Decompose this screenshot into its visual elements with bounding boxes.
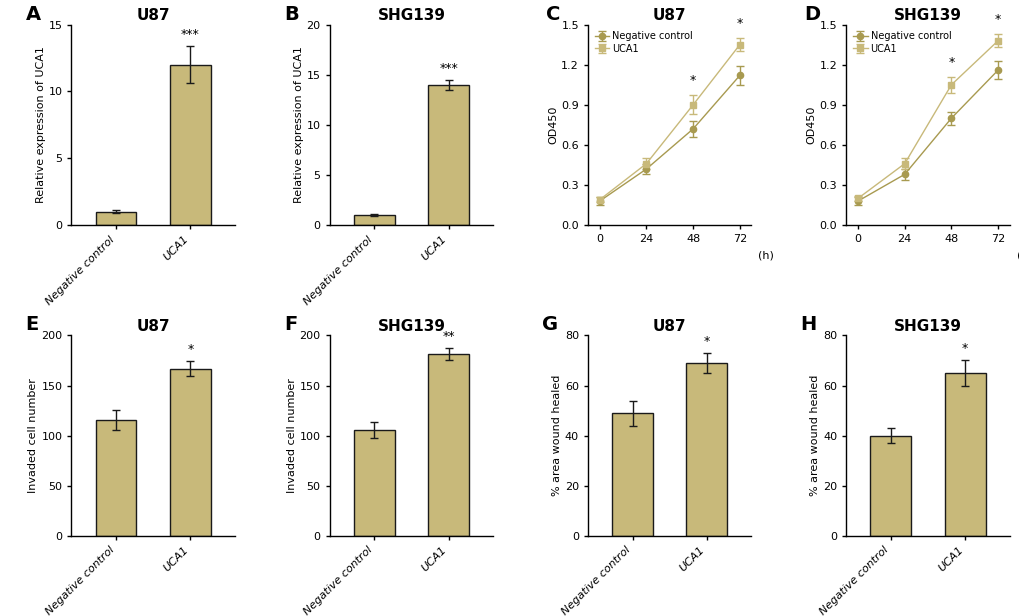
Text: F: F: [283, 315, 297, 334]
Text: (h): (h): [1016, 250, 1019, 260]
Text: **: **: [442, 330, 454, 344]
Bar: [170, 65, 211, 225]
Title: U87: U87: [137, 9, 170, 23]
Text: (h): (h): [758, 250, 773, 260]
Text: D: D: [803, 4, 819, 23]
Text: ***: ***: [180, 28, 200, 41]
Bar: [170, 368, 211, 536]
Legend: Negative control, UCA1: Negative control, UCA1: [592, 30, 694, 56]
Y-axis label: OD450: OD450: [806, 106, 816, 144]
Text: E: E: [25, 315, 39, 334]
Title: U87: U87: [652, 319, 686, 334]
Y-axis label: % area wound healed: % area wound healed: [551, 375, 561, 496]
Text: *: *: [736, 17, 742, 30]
Y-axis label: Invaded cell number: Invaded cell number: [29, 378, 39, 493]
Title: SHG139: SHG139: [894, 9, 961, 23]
Bar: [354, 215, 394, 225]
Text: *: *: [703, 335, 709, 348]
Bar: [96, 419, 137, 536]
Y-axis label: Invaded cell number: Invaded cell number: [286, 378, 297, 493]
Text: H: H: [800, 315, 816, 334]
Text: *: *: [689, 75, 696, 87]
Bar: [944, 373, 984, 536]
Text: B: B: [283, 4, 299, 23]
Text: *: *: [948, 56, 954, 69]
Bar: [428, 85, 469, 225]
Title: SHG139: SHG139: [377, 319, 445, 334]
Title: SHG139: SHG139: [894, 319, 961, 334]
Y-axis label: OD450: OD450: [548, 106, 558, 144]
Text: *: *: [187, 344, 194, 357]
Bar: [869, 436, 910, 536]
Legend: Negative control, UCA1: Negative control, UCA1: [850, 30, 953, 56]
Bar: [96, 212, 137, 225]
Text: C: C: [545, 4, 559, 23]
Bar: [354, 429, 394, 536]
Bar: [686, 363, 727, 536]
Y-axis label: Relative expression of UCA1: Relative expression of UCA1: [293, 46, 304, 203]
Text: ***: ***: [439, 62, 458, 75]
Bar: [611, 413, 652, 536]
Text: G: G: [542, 315, 557, 334]
Text: *: *: [961, 342, 967, 355]
Y-axis label: Relative expression of UCA1: Relative expression of UCA1: [36, 46, 46, 203]
Text: *: *: [994, 13, 1001, 26]
Title: U87: U87: [652, 9, 686, 23]
Title: SHG139: SHG139: [377, 9, 445, 23]
Title: U87: U87: [137, 319, 170, 334]
Bar: [428, 354, 469, 536]
Y-axis label: % area wound healed: % area wound healed: [809, 375, 819, 496]
Text: A: A: [25, 4, 41, 23]
